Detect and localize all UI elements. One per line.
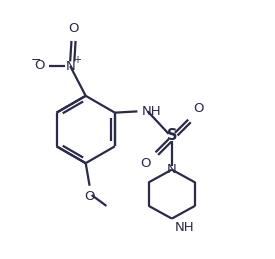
- Text: O: O: [193, 102, 203, 115]
- Text: O: O: [68, 22, 79, 35]
- Text: O: O: [140, 157, 151, 170]
- Text: O: O: [35, 59, 45, 72]
- Text: N: N: [167, 163, 177, 176]
- Text: NH: NH: [174, 221, 194, 234]
- Text: S: S: [167, 128, 177, 143]
- Text: NH: NH: [142, 105, 162, 118]
- Text: N: N: [66, 60, 76, 73]
- Text: O: O: [84, 190, 95, 203]
- Text: +: +: [73, 55, 81, 65]
- Text: −: −: [31, 54, 41, 67]
